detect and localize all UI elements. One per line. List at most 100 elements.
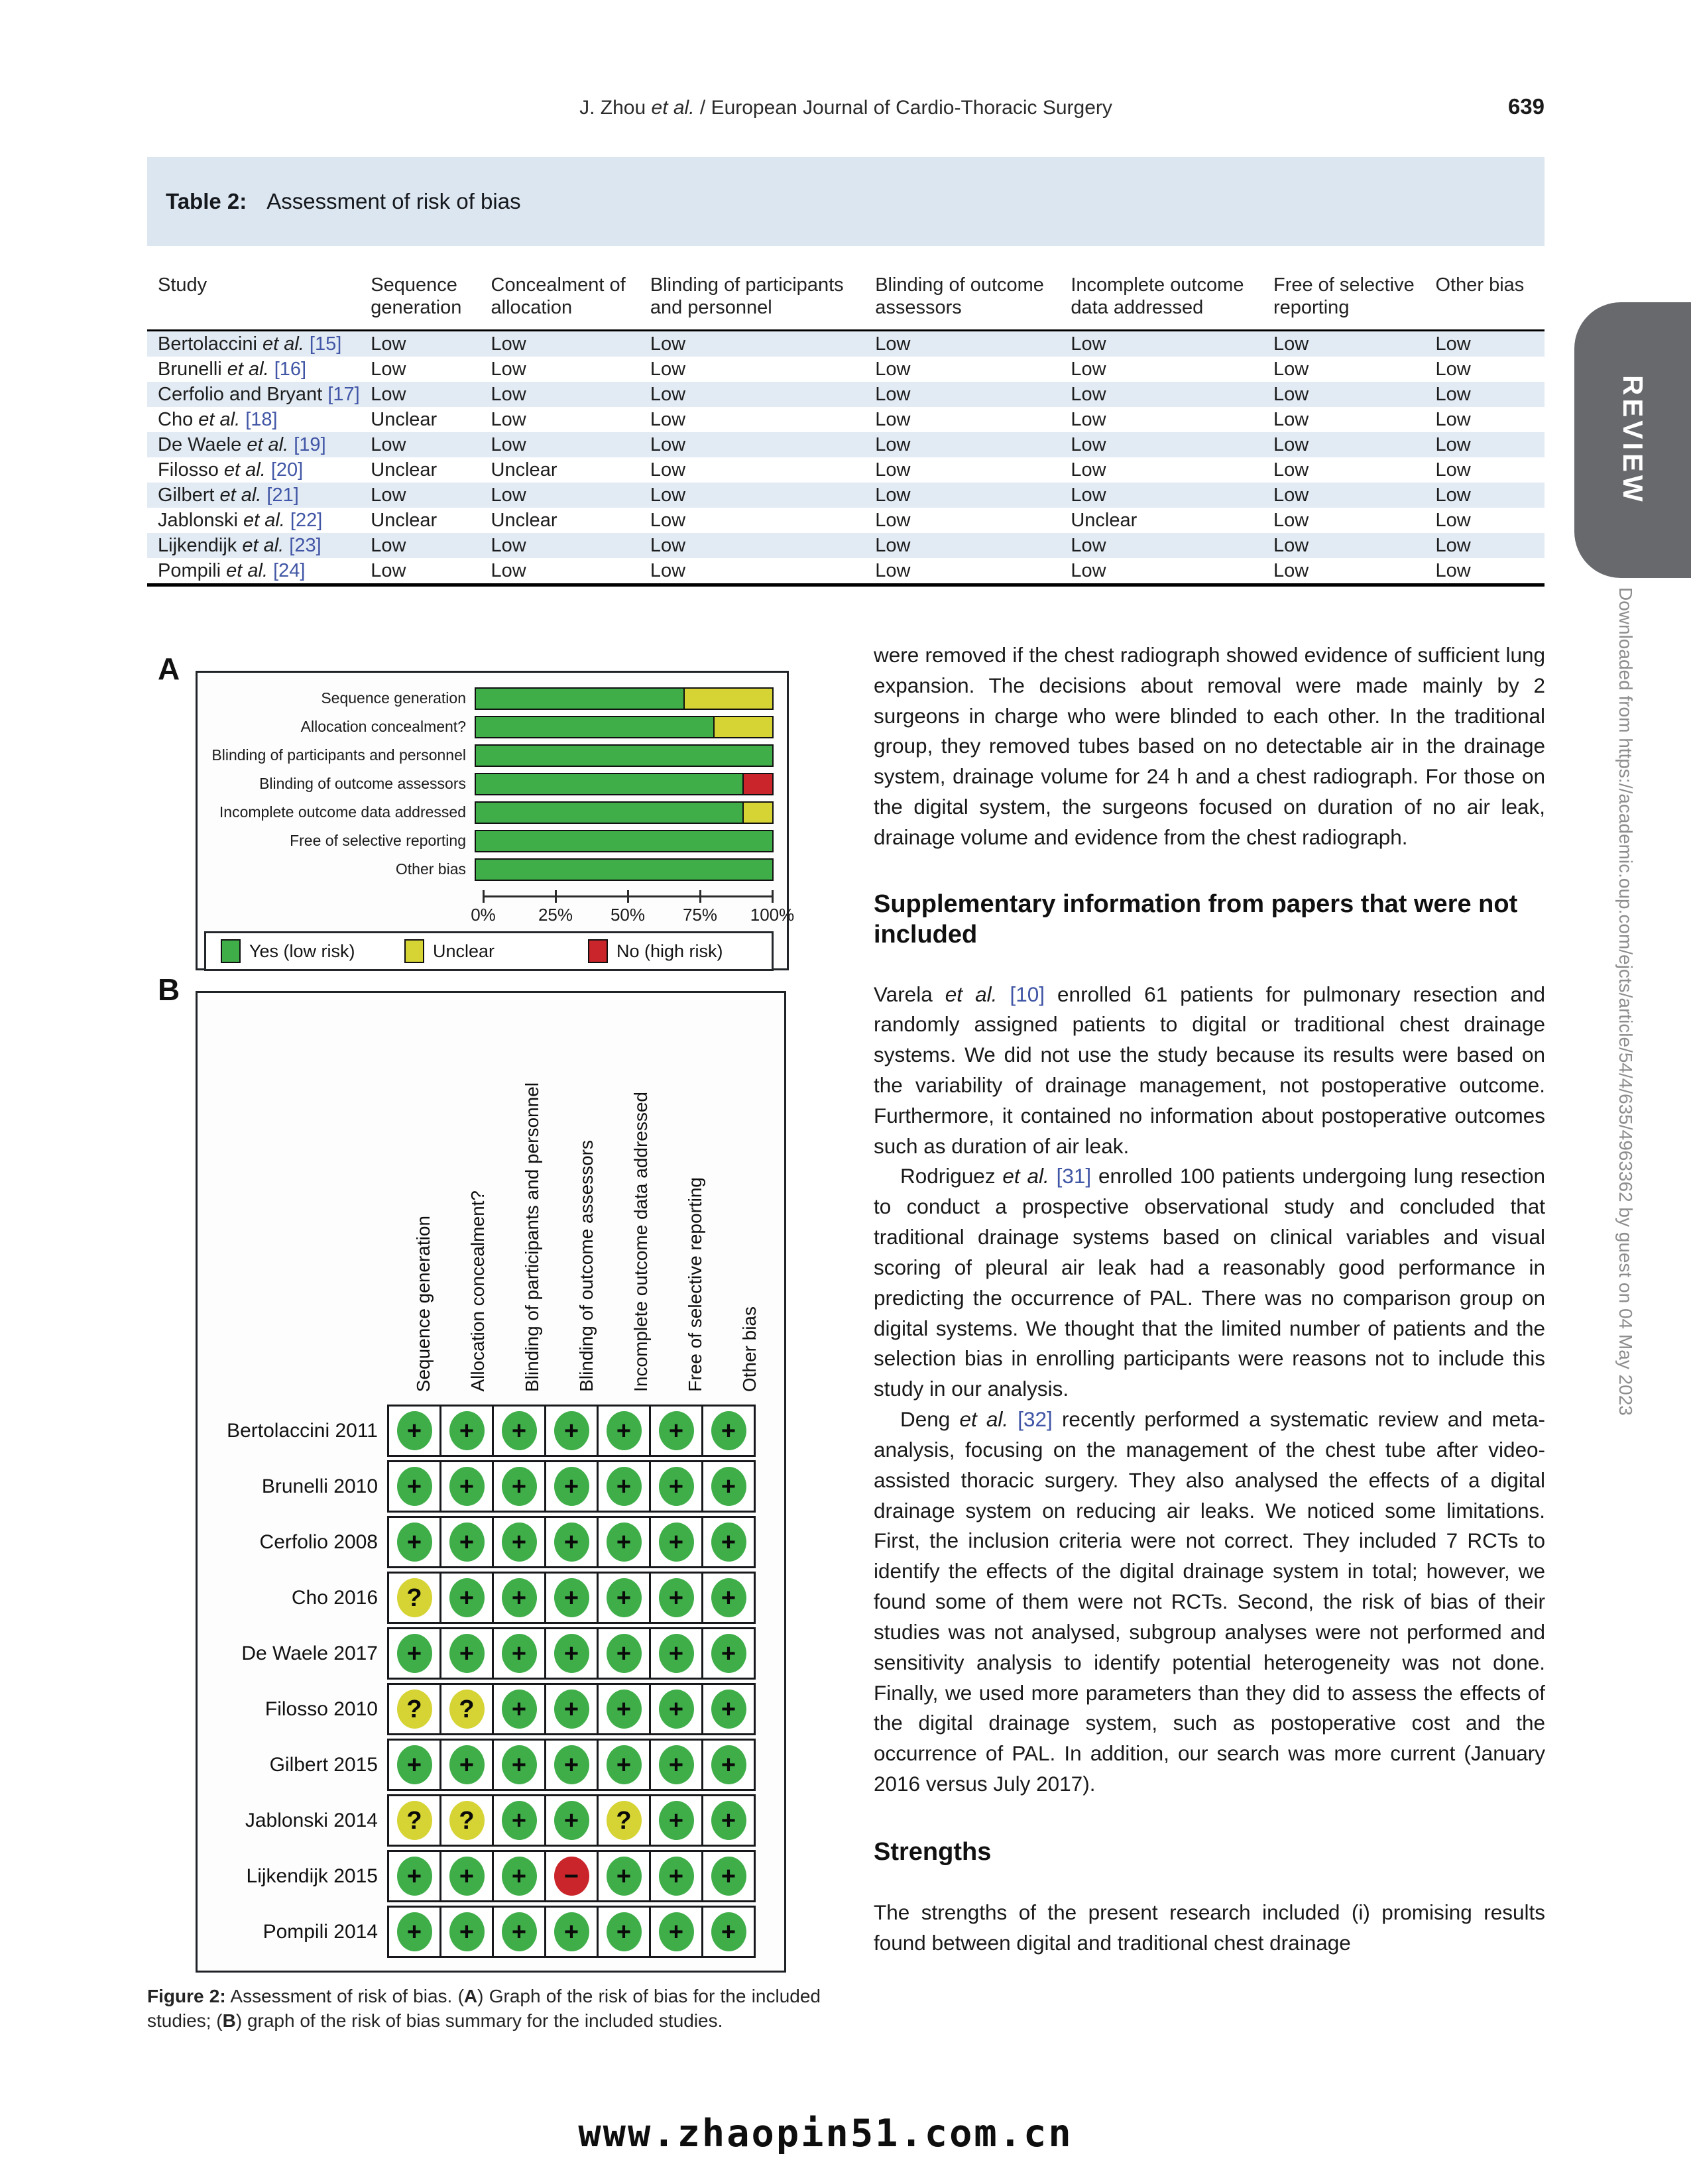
study-cell: Gilbert et al. [21] — [147, 485, 371, 506]
reference-link[interactable]: [21] — [266, 484, 299, 506]
reference-link[interactable]: [19] — [294, 433, 326, 455]
etal: et al. — [226, 559, 274, 581]
legend-item: No (high risk) — [588, 939, 772, 963]
matrix-cell: + — [439, 1516, 494, 1568]
low-risk-dot: + — [396, 1523, 432, 1562]
low-risk-dot: + — [554, 1578, 589, 1617]
etal: et al. — [959, 1407, 1018, 1432]
reference-link[interactable]: [31] — [1056, 1164, 1092, 1188]
low-risk-dot: + — [606, 1745, 642, 1784]
matrix-row: Cho 2016? + + + + + + — [198, 1572, 784, 1624]
risk-value-cell: Low — [650, 559, 686, 581]
column-header: Blinding of outcome assessors — [875, 274, 1044, 319]
legend-item: Unclear — [404, 939, 588, 963]
bar-row: Incomplete outcome data addressed — [204, 798, 774, 827]
risk-value-cell: Low — [1273, 484, 1309, 506]
reference-link[interactable]: [17] — [327, 383, 360, 405]
column-header: Incomplete outcome data addressed — [1071, 274, 1244, 319]
risk-value-cell: Low — [491, 333, 526, 355]
risk-value-cell: Low — [650, 358, 686, 380]
low-risk-dot: + — [449, 1467, 485, 1506]
caption-label: Figure 2: — [147, 1986, 226, 2006]
table-row: Filosso et al. [20] Unclear Unclear Low Low L… — [147, 457, 1545, 483]
bar-category-label: Blinding of outcome assessors — [259, 775, 466, 792]
low-risk-dot: + — [658, 1912, 694, 1951]
stacked-bar — [475, 801, 774, 824]
matrix-cell: ? — [387, 1683, 441, 1735]
etal: et al. — [219, 484, 267, 506]
risk-value-cell: Low — [491, 383, 526, 405]
stacked-bar — [475, 772, 774, 795]
reference-link[interactable]: [18] — [245, 408, 278, 430]
low-risk-dot: + — [658, 1801, 694, 1840]
legend-swatch — [588, 939, 608, 963]
risk-value-cell: Low — [1273, 459, 1309, 481]
reference-link[interactable]: [20] — [270, 459, 304, 481]
paragraph-text: enrolled 61 patients for pulmonary resec… — [874, 982, 1546, 1158]
matrix-cell: + — [649, 1516, 703, 1568]
matrix-cell: + — [701, 1405, 756, 1457]
reference-link[interactable]: [15] — [309, 333, 342, 355]
reference-link[interactable]: [10] — [1010, 982, 1045, 1006]
matrix-column-header: Incomplete outcome data addressed — [614, 1092, 668, 1401]
study-cell: De Waele et al. [19] — [147, 434, 371, 456]
risk-value-cell: Low — [1273, 383, 1309, 405]
etal: et al. — [242, 534, 290, 556]
low-risk-dot: + — [501, 1801, 537, 1840]
stacked-bar — [475, 858, 774, 881]
running-head-etal: et al. — [651, 97, 695, 119]
matrix-cell: + — [439, 1739, 494, 1791]
low-risk-dot: + — [501, 1912, 537, 1951]
risk-value-cell: Low — [491, 559, 526, 581]
reference-link[interactable]: [22] — [290, 509, 323, 531]
matrix-cell: + — [492, 1739, 546, 1791]
reference-link[interactable]: [24] — [273, 559, 306, 581]
low-risk-dot: + — [449, 1912, 485, 1951]
figure-b-grid: Bertolaccini 2011 + + + + + + + Brunelli 2010 + + +… — [198, 1405, 784, 1958]
stacked-bar — [475, 687, 774, 710]
matrix-cell: + — [597, 1516, 651, 1568]
column-header: Study — [158, 274, 207, 296]
axis-tick — [483, 890, 485, 903]
matrix-row: De Waele 2017 + + + + + + + — [198, 1627, 784, 1680]
figure-a-bars: Sequence generation Allocation concealmen… — [204, 684, 774, 884]
running-head: J. Zhou et al. / European Journal of Car… — [147, 94, 1545, 119]
risk-value-cell: Unclear — [371, 408, 437, 430]
low-risk-dot: + — [501, 1578, 537, 1617]
low-risk-dot: + — [658, 1857, 694, 1896]
matrix-cell: + — [701, 1460, 756, 1513]
etal: et al. — [1002, 1164, 1057, 1188]
low-risk-dot: + — [711, 1801, 746, 1840]
matrix-row: Bertolaccini 2011 + + + + + + + — [198, 1405, 784, 1457]
table-row: Brunelli et al. [16] Low Low Low Low Low Low Lo… — [147, 357, 1545, 382]
matrix-cell: + — [492, 1572, 546, 1624]
risk-value-cell: Low — [371, 433, 406, 455]
bar-row: Sequence generation — [204, 684, 774, 713]
study-name: Jablonski — [158, 509, 243, 531]
matrix-row-label: Cerfolio 2008 — [259, 1530, 378, 1553]
unclear-dot: ? — [396, 1801, 432, 1840]
risk-value-cell: Low — [1435, 383, 1471, 405]
column-header: Blinding of participants and personnel — [650, 274, 844, 319]
table-row: Cho et al. [18] Unclear Low Low Low Low Low Low — [147, 407, 1545, 432]
table-row: Bertolaccini et al. [15] Low Low Low Low Low L… — [147, 331, 1545, 357]
matrix-column-header: Blinding of outcome assessors — [559, 1140, 614, 1401]
low-risk-dot: + — [501, 1634, 537, 1673]
bar-segment-low-risk — [476, 774, 743, 794]
study-name: Filosso — [158, 459, 224, 481]
etal: et al. — [223, 459, 271, 481]
matrix-cell: + — [387, 1405, 441, 1457]
risk-value-cell: Unclear — [371, 459, 437, 481]
risk-value-cell: Low — [1435, 559, 1471, 581]
reference-link[interactable]: [32] — [1018, 1407, 1053, 1432]
bar-row: Blinding of participants and personnel — [204, 741, 774, 770]
reference-link[interactable]: [16] — [274, 358, 307, 380]
reference-link[interactable]: [23] — [289, 534, 321, 556]
risk-value-cell: Low — [650, 484, 686, 506]
matrix-column-header: Blinding of participants and personnel — [505, 1082, 559, 1401]
risk-value-cell: Low — [371, 534, 406, 556]
matrix-cell: + — [544, 1572, 599, 1624]
matrix-row-label: Pompili 2014 — [262, 1920, 378, 1943]
matrix-column-header: Free of selective reporting — [668, 1177, 723, 1401]
risk-value-cell: Low — [491, 484, 526, 506]
